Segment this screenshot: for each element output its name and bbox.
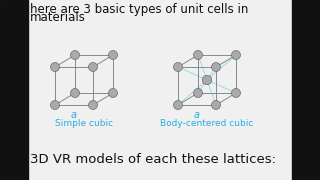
Bar [0, 0, 28, 180]
Text: here are 3 basic types of unit cells in: here are 3 basic types of unit cells in [30, 3, 248, 16]
Circle shape [89, 62, 98, 71]
Text: a: a [194, 110, 200, 120]
Circle shape [202, 75, 212, 85]
Circle shape [108, 89, 117, 98]
Circle shape [194, 89, 203, 98]
Text: a: a [71, 110, 77, 120]
Text: Body-centered cubic: Body-centered cubic [160, 119, 254, 128]
Circle shape [51, 62, 60, 71]
Circle shape [70, 51, 79, 60]
Bar [292, 0, 320, 180]
Circle shape [231, 89, 241, 98]
Circle shape [173, 100, 182, 109]
Circle shape [212, 62, 220, 71]
Text: 3D VR models of each these lattices:: 3D VR models of each these lattices: [30, 153, 276, 166]
Circle shape [70, 89, 79, 98]
Circle shape [231, 51, 241, 60]
Circle shape [108, 51, 117, 60]
Circle shape [212, 100, 220, 109]
Text: materials: materials [30, 11, 86, 24]
Text: Simple cubic: Simple cubic [55, 119, 113, 128]
Circle shape [89, 100, 98, 109]
Circle shape [51, 100, 60, 109]
Circle shape [194, 51, 203, 60]
Circle shape [173, 62, 182, 71]
